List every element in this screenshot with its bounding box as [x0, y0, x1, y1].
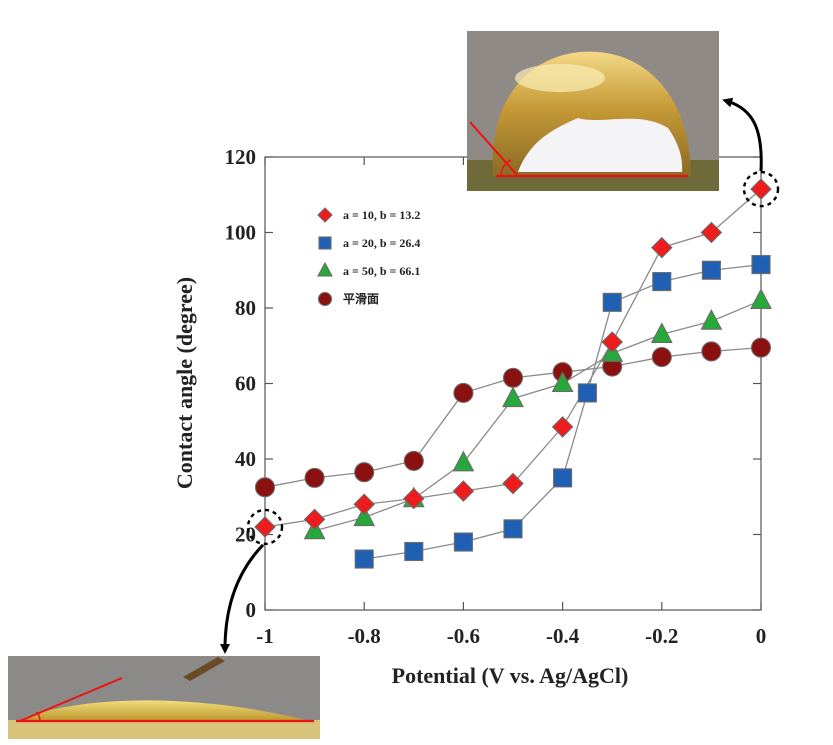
- data-point-diamond: [502, 472, 524, 495]
- legend-marker-square: [318, 236, 332, 250]
- legend-label: 平滑面: [343, 291, 379, 306]
- y-tick-label: 80: [235, 296, 256, 320]
- highlight-circle: [742, 170, 780, 208]
- data-point-circle: [354, 462, 375, 483]
- legend-marker-diamond: [317, 207, 333, 223]
- data-point-square: [503, 519, 523, 539]
- data-point-circle: [701, 341, 722, 362]
- data-point-circle: [254, 477, 276, 498]
- legend-label: a = 50, b = 66.1: [343, 264, 420, 278]
- data-point-circle: [502, 367, 524, 388]
- legend-label: a = 20, b = 26.4: [343, 236, 420, 250]
- data-point-triangle: [452, 450, 475, 472]
- y-tick-label: 40: [235, 447, 256, 471]
- arrow-to-bottom-photo: [220, 543, 265, 654]
- droplet-photo-low-contact-angle: [8, 656, 320, 739]
- legend-label: a = 10, b = 13.2: [343, 208, 420, 222]
- x-tick-label: -0.8: [348, 624, 381, 648]
- legend-marker-triangle: [317, 261, 333, 277]
- data-point-diamond: [303, 508, 326, 531]
- y-tick-label: 60: [235, 372, 256, 396]
- data-point-square: [404, 541, 424, 562]
- y-tick-label: 20: [235, 523, 256, 547]
- data-point-circle: [651, 347, 672, 368]
- data-point-square: [354, 549, 374, 569]
- data-point-circle: [453, 382, 474, 403]
- data-point-diamond: [452, 480, 475, 502]
- tick-labels: -1 -0.8 -0.6 -0.4 -0.2 0 0 20 40 60 80 100 120: [225, 145, 767, 648]
- data-point-circle: [750, 337, 772, 358]
- data-point-square: [453, 532, 473, 552]
- data-point-circle: [304, 467, 325, 488]
- legend: a = 10, b = 13.2 a = 20, b = 26.4 a = 50, …: [317, 207, 420, 307]
- highlight-annotations: [220, 97, 780, 654]
- highlight-circle: [246, 508, 284, 546]
- data-point-triangle: [650, 322, 673, 343]
- data-point-square: [701, 260, 721, 280]
- legend-marker-circle: [317, 291, 333, 307]
- data-point-diamond: [254, 516, 276, 538]
- data-point-diamond: [551, 416, 574, 438]
- x-tick-label: 0: [756, 624, 767, 648]
- droplet-photo-high-contact-angle: [467, 31, 719, 191]
- data-point-diamond: [651, 236, 673, 259]
- data-point-triangle: [750, 288, 772, 310]
- data-point-square: [751, 255, 771, 275]
- data-point-square: [577, 383, 597, 403]
- x-tick-label: -0.2: [645, 624, 678, 648]
- series-line-square: [364, 263, 762, 560]
- x-tick-label: -0.4: [546, 624, 580, 648]
- x-tick-label: -0.6: [447, 624, 480, 648]
- x-axis-title: Potential (V vs. Ag/AgCl): [392, 663, 629, 688]
- data-point-diamond: [750, 178, 772, 200]
- x-tick-label: -1: [256, 624, 274, 648]
- data-point-triangle: [353, 505, 376, 527]
- y-tick-label: 0: [246, 598, 257, 622]
- data-point-triangle: [551, 371, 574, 393]
- data-point-square: [652, 272, 672, 292]
- y-tick-label: 100: [225, 221, 257, 245]
- data-point-square: [602, 292, 622, 312]
- series-markers: [254, 178, 772, 569]
- y-tick-label: 120: [225, 145, 257, 169]
- data-point-diamond: [601, 331, 623, 353]
- data-point-diamond: [700, 221, 723, 244]
- series-line-triangle: [314, 299, 762, 532]
- data-point-circle: [403, 450, 424, 471]
- y-axis-title: Contact angle (degree): [172, 277, 197, 489]
- data-point-diamond: [403, 487, 425, 510]
- data-point-diamond: [353, 493, 375, 516]
- data-point-square: [553, 468, 573, 488]
- data-point-triangle: [700, 309, 723, 330]
- arrow-to-top-photo: [722, 97, 763, 172]
- data-point-triangle: [502, 386, 524, 408]
